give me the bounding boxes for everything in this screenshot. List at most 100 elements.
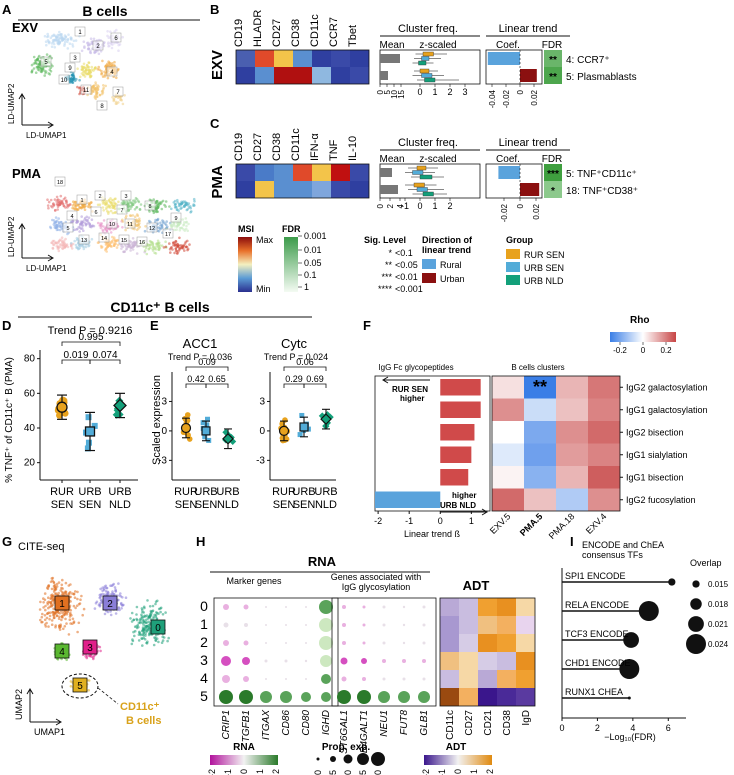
h-prop-tick: 1.00: [373, 770, 383, 775]
exv-point: [72, 39, 76, 43]
g-point: [162, 636, 166, 639]
i-lollipop-dot: [638, 601, 659, 621]
g-point: [153, 613, 156, 617]
exv-point: [53, 46, 57, 49]
b-heat-cell: [350, 50, 369, 67]
h-prop-dot: [330, 756, 336, 762]
pma-point: [109, 197, 112, 200]
pma-ylabel: LD-UMAP2: [7, 216, 16, 257]
g-point: [135, 605, 139, 609]
c-cluster-freq: Cluster freq.: [398, 137, 458, 149]
pma-point: [59, 225, 62, 228]
d-xlabel: SEN: [79, 499, 102, 511]
g-point: [106, 590, 109, 594]
h-prop-dot: [316, 757, 320, 761]
h-glyco-dot: [382, 677, 386, 681]
pma-point: [61, 240, 64, 244]
g-point: [159, 610, 162, 614]
h-marker-dot: [285, 678, 287, 680]
pma-point: [74, 243, 78, 247]
g-point: [46, 587, 50, 590]
exv-point: [45, 43, 48, 47]
panel-letter-c: C: [210, 116, 220, 131]
g-point: [55, 592, 58, 595]
panel-letter-h: H: [196, 534, 205, 549]
f-urb-higher: higher: [452, 491, 476, 500]
exv-point: [115, 102, 119, 105]
b-heat-cell: [236, 50, 255, 67]
g-point: [79, 598, 82, 601]
sig-stars: ****: [378, 284, 393, 294]
g-point: [105, 586, 109, 590]
panel-letter-f: F: [363, 318, 371, 333]
h-marker-dot: [285, 606, 287, 608]
c-box: [419, 174, 433, 180]
exv-point: [95, 92, 98, 95]
pma-point: [177, 244, 180, 247]
exv-point: [95, 89, 98, 92]
h-rna-tick: 2: [271, 769, 281, 774]
sig-stars: *: [388, 248, 392, 258]
g-point: [61, 578, 64, 582]
g-cluster-label: 4: [59, 647, 65, 658]
f-heat-cell: [492, 466, 524, 489]
exv-point: [47, 72, 50, 75]
d-ylabel: % TNF⁺ of CD11c⁺ B (PMA): [4, 357, 15, 483]
pma-point: [156, 239, 160, 243]
c-coef-tick: 0.02: [532, 203, 541, 219]
e-ytick: 3: [259, 396, 265, 407]
e-ylabel: Scaled expression: [151, 375, 163, 465]
exv-point: [107, 60, 110, 63]
h-glyco-dot: [342, 641, 346, 645]
exv-point: [110, 46, 114, 50]
g-cluster-label: 5: [77, 681, 83, 692]
exv-point: [69, 81, 72, 84]
g-ylabel: UMAP2: [14, 689, 24, 720]
c-trend-plot: -0.02 0 0.02 *** 5: TNF⁺CD11c⁺ * 18: TNF⁺CD38⁺: [485, 163, 638, 222]
h-glyco-1: Genes associated with: [331, 572, 422, 582]
h-adt-cell: [478, 670, 497, 688]
exv-point: [106, 76, 110, 80]
b-mean-bar: [380, 71, 388, 80]
h-glyco-dot: [398, 691, 410, 703]
e-pvalue: 0.69: [306, 374, 324, 384]
g-point: [80, 594, 83, 598]
f-xtick: 1: [469, 516, 474, 526]
g-point: [164, 611, 167, 614]
exv-point: [78, 92, 81, 96]
h-marker-dot: [265, 624, 267, 626]
g-cluster-box: [82, 639, 98, 655]
h-glyco-gene: NEU1: [379, 710, 390, 737]
pma-point: [190, 210, 193, 213]
exv-point: [109, 30, 112, 33]
e-title-cytc: Cytc: [281, 336, 308, 351]
h-marker-gene: ITGAX: [261, 710, 272, 740]
pma-point: [162, 246, 166, 249]
h-glyco-dot: [357, 690, 371, 704]
g-point: [57, 591, 60, 595]
pma-cluster-label: 15: [121, 238, 127, 244]
b-coef-tick: 0: [516, 89, 525, 94]
rho-tick: -0.2: [613, 346, 627, 355]
g-point: [61, 587, 64, 590]
c-coef-tick: 0: [516, 203, 525, 208]
c-cluster-freq-plot: 0 2 4-1 0 1 2: [376, 163, 481, 211]
g-point: [117, 598, 120, 602]
direction-legend: Direction of linear trend Rural Urban: [422, 235, 473, 284]
pma-point: [78, 206, 81, 209]
group-swatch: [506, 262, 520, 272]
e-mean-marker: [222, 432, 234, 445]
g-point: [55, 614, 59, 617]
e-xlabel: SEN: [175, 499, 198, 511]
h-glyco-dot: [422, 659, 426, 663]
exv-point: [116, 96, 120, 100]
pma-cluster-label: 14: [101, 236, 107, 242]
exv-cluster-label: 2: [96, 44, 100, 50]
exv-point: [86, 41, 89, 45]
g-point: [155, 637, 159, 640]
pma-point: [129, 214, 133, 217]
i-overlap-tick: 0.021: [708, 620, 729, 629]
b-z-tick: 0: [417, 87, 422, 97]
pma-cluster-label: 6: [94, 210, 97, 216]
g-point: [141, 616, 144, 620]
